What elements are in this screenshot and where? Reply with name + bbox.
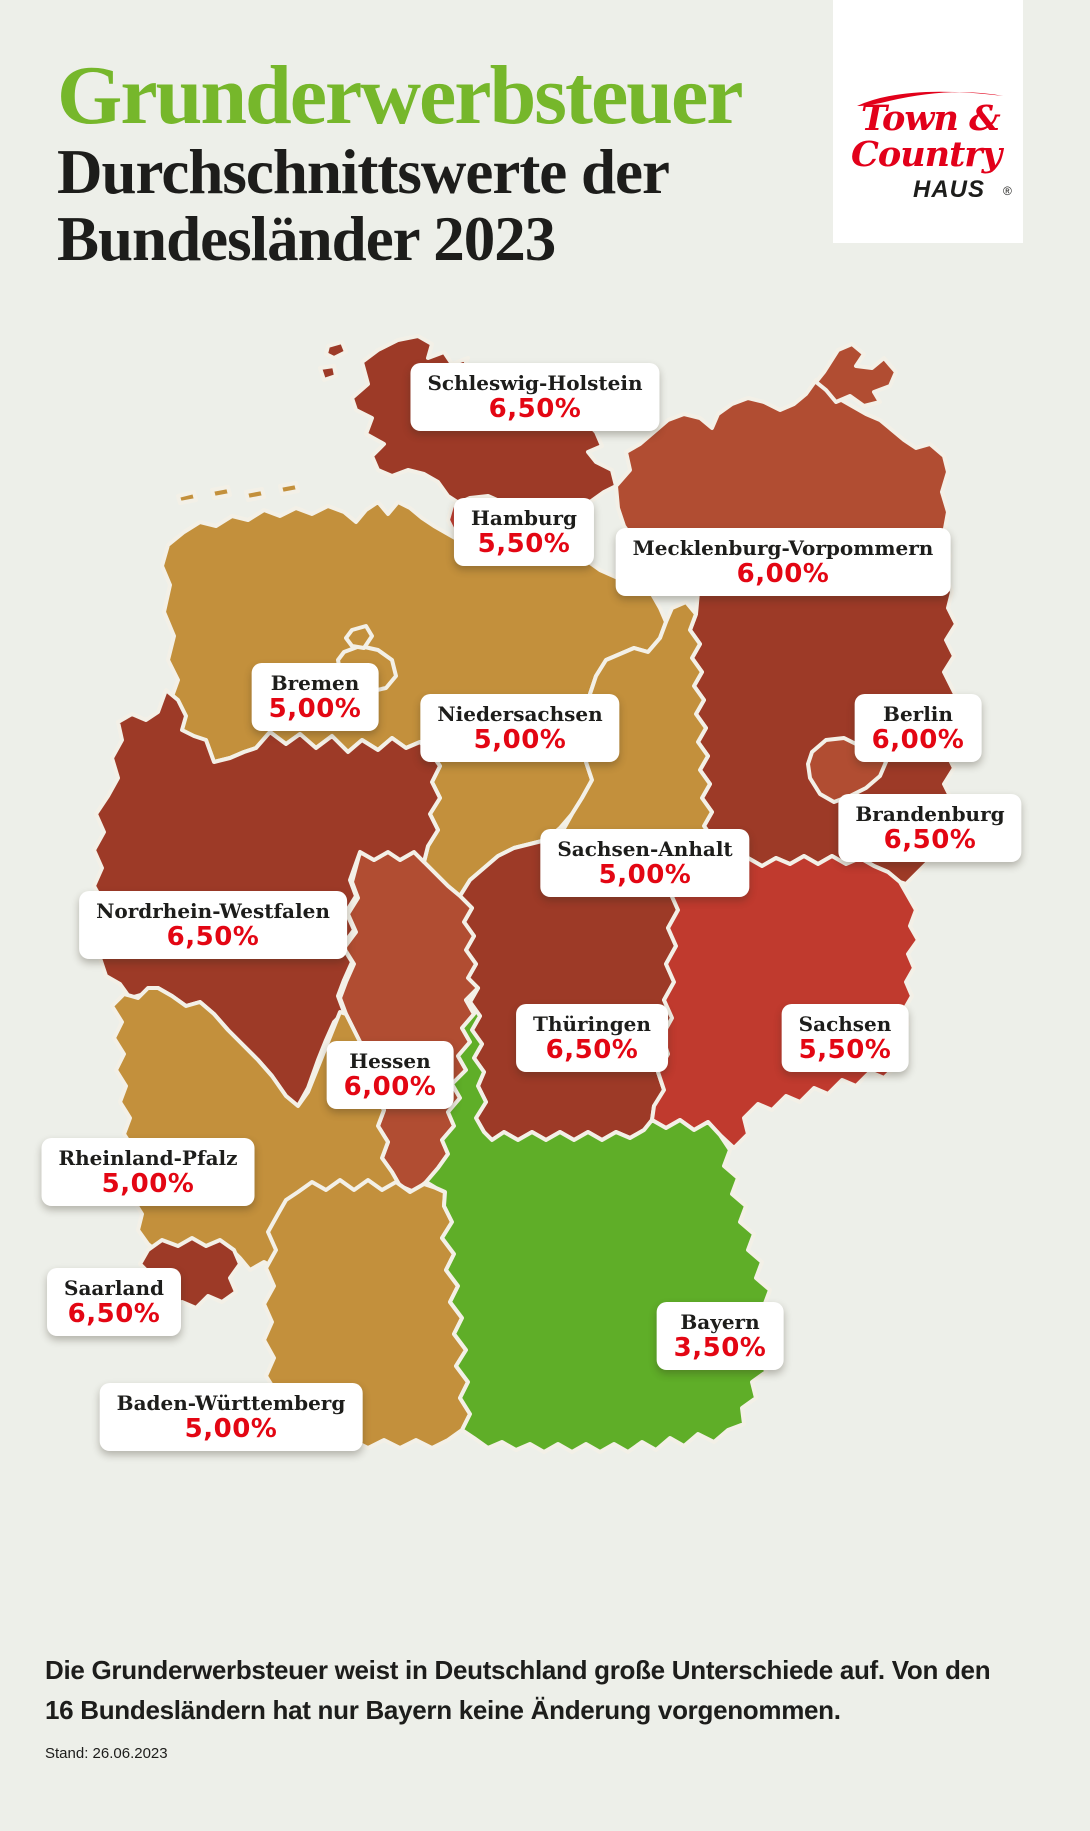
- east-frisian-island: [278, 481, 300, 496]
- state-name: Brandenburg: [855, 802, 1005, 826]
- title-line-1: Grunderwerbsteuer: [57, 49, 744, 142]
- state-label-mv: Mecklenburg-Vorpommern 6,00%: [615, 528, 951, 596]
- state-shape-sachsen: [650, 854, 920, 1150]
- state-label-sh: Schleswig-Holstein 6,50%: [410, 363, 660, 431]
- state-label-by: Bayern 3,50%: [656, 1302, 784, 1370]
- state-tax-value: 5,00%: [101, 1169, 195, 1199]
- state-tax-value: 5,00%: [268, 694, 362, 724]
- state-name: Baden-Württemberg: [116, 1391, 346, 1415]
- state-name: Berlin: [883, 702, 953, 726]
- page-title: Grunderwerbsteuer Durchschnittswerte der…: [57, 52, 837, 273]
- town-and-country-logo: Town & Country HAUS ®: [833, 0, 1023, 243]
- state-tax-value: 6,00%: [736, 559, 830, 589]
- state-name: Hamburg: [470, 506, 578, 530]
- state-label-rp: Rheinland-Pfalz 5,00%: [41, 1138, 255, 1206]
- logo-text-country: Country: [851, 134, 1002, 175]
- state-name: Sachsen: [798, 1012, 892, 1036]
- state-tax-value: 6,00%: [343, 1072, 437, 1102]
- east-frisian-island: [210, 485, 232, 500]
- state-tax-value: 5,00%: [473, 725, 567, 755]
- state-label-sl: Saarland 6,50%: [47, 1268, 181, 1336]
- state-name: Hessen: [349, 1049, 431, 1073]
- state-label-ni: Niedersachsen 5,00%: [420, 694, 620, 762]
- state-name: Mecklenburg-Vorpommern: [632, 536, 934, 560]
- north-frisian-island: [324, 340, 348, 360]
- state-tax-value: 6,00%: [871, 725, 965, 755]
- state-label-be: Berlin 6,00%: [854, 694, 982, 762]
- state-label-sn: Sachsen 5,50%: [781, 1004, 909, 1072]
- logo-artwork: Town & Country HAUS ®: [847, 88, 1012, 208]
- state-label-bb: Brandenburg 6,50%: [838, 794, 1022, 862]
- state-tax-value: 6,50%: [67, 1299, 161, 1329]
- state-tax-value: 6,50%: [488, 394, 582, 424]
- logo-text-town: Town &: [861, 98, 1001, 139]
- state-label-th: Thüringen 6,50%: [516, 1004, 668, 1072]
- title-line-2: Durchschnittswerte der: [57, 137, 670, 208]
- north-frisian-island: [318, 364, 338, 382]
- state-name: Bayern: [680, 1310, 760, 1334]
- state-tax-value: 5,00%: [598, 860, 692, 890]
- state-label-bw: Baden-Württemberg 5,00%: [99, 1383, 363, 1451]
- state-name: Schleswig-Holstein: [427, 371, 643, 395]
- registered-trademark-icon: ®: [1003, 184, 1012, 198]
- state-label-st: Sachsen-Anhalt 5,00%: [540, 829, 750, 897]
- footer-line-2: 16 Bundesländern hat nur Bayern keine Än…: [45, 1695, 841, 1726]
- state-tax-value: 5,00%: [184, 1414, 278, 1444]
- footer-text: Die Grunderwerbsteuer weist in Deutschla…: [45, 1650, 1055, 1731]
- ruegen-island: [814, 342, 898, 408]
- state-name: Rheinland-Pfalz: [58, 1146, 238, 1170]
- state-label-hh: Hamburg 5,50%: [453, 498, 595, 566]
- state-name: Sachsen-Anhalt: [557, 837, 733, 861]
- date-stamp: Stand: 26.06.2023: [45, 1745, 168, 1762]
- east-frisian-island: [176, 490, 198, 505]
- state-label-hb: Bremen 5,00%: [251, 663, 379, 731]
- state-tax-value: 5,50%: [477, 529, 571, 559]
- state-name: Saarland: [64, 1276, 164, 1300]
- state-name: Nordrhein-Westfalen: [96, 899, 330, 923]
- state-tax-value: 6,50%: [883, 825, 977, 855]
- state-tax-value: 6,50%: [166, 922, 260, 952]
- state-name: Thüringen: [533, 1012, 651, 1036]
- footer-line-1: Die Grunderwerbsteuer weist in Deutschla…: [45, 1655, 991, 1685]
- state-tax-value: 6,50%: [545, 1035, 639, 1065]
- title-line-3: Bundesländer 2023: [57, 204, 556, 275]
- state-tax-value: 5,50%: [798, 1035, 892, 1065]
- logo-text-haus: HAUS: [913, 176, 986, 203]
- state-label-he: Hessen 6,00%: [326, 1041, 454, 1109]
- state-shape-bremerhaven: [344, 624, 374, 650]
- state-name: Niedersachsen: [437, 702, 603, 726]
- state-label-nw: Nordrhein-Westfalen 6,50%: [79, 891, 347, 959]
- east-frisian-island: [244, 487, 266, 502]
- state-tax-value: 3,50%: [673, 1333, 767, 1363]
- logo-swoosh-icon: [857, 91, 1003, 106]
- state-name: Bremen: [270, 671, 360, 695]
